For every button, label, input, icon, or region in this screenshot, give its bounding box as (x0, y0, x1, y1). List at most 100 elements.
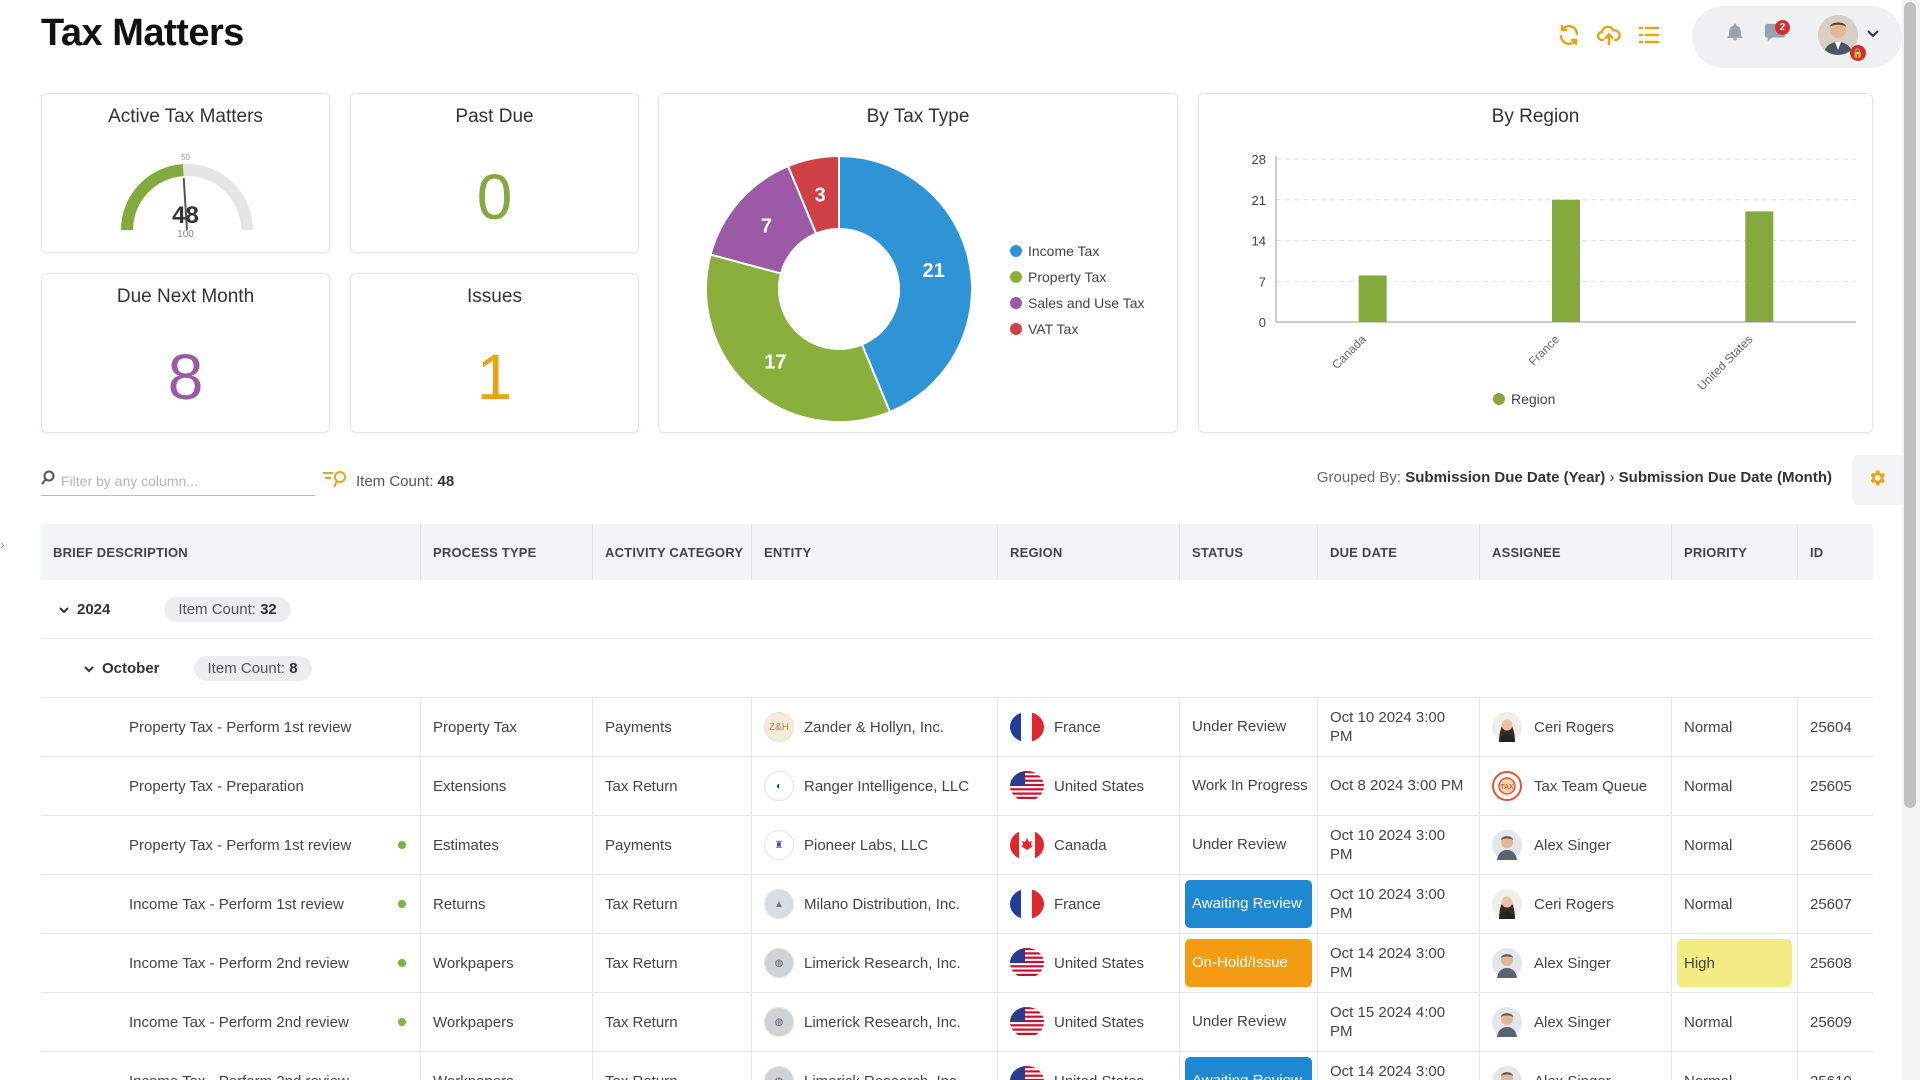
issues-card[interactable]: Issues 1 (350, 273, 639, 433)
cell-entity[interactable]: ◍ Limerick Research, Inc. (752, 993, 998, 1051)
region-name: United States (1054, 777, 1145, 795)
cell-description[interactable]: Income Tax - Perform 2nd review (41, 934, 421, 992)
cell-assignee[interactable]: Ceri Rogers (1480, 875, 1672, 933)
y-tick-label: 14 (1252, 234, 1266, 249)
status-text: Under Review (1192, 718, 1287, 736)
filter-input[interactable] (61, 472, 301, 489)
legend-item[interactable]: Sales and Use Tax (1010, 290, 1144, 316)
bar[interactable] (1552, 199, 1580, 322)
legend-item[interactable]: VAT Tax (1010, 316, 1144, 342)
legend-item[interactable]: Property Tax (1010, 264, 1144, 290)
card-title: Active Tax Matters (108, 106, 263, 127)
description-text: Income Tax - Perform 2nd review (129, 954, 349, 972)
list-icon[interactable] (1636, 22, 1662, 48)
entity-name: Zander & Hollyn, Inc. (804, 718, 945, 736)
avatar (1492, 889, 1522, 919)
cell-process-type: Workpapers (421, 934, 593, 992)
status-dot (398, 959, 406, 967)
cell-priority: Normal (1672, 757, 1798, 815)
cell-description[interactable]: Income Tax - Perform 2nd review (41, 1052, 421, 1080)
chart-title: By Region (1491, 106, 1580, 127)
cell-description[interactable]: Income Tax - Perform 1st review (41, 875, 421, 933)
cell-entity[interactable]: ◍ Limerick Research, Inc. (752, 1052, 998, 1080)
grouped-by-month[interactable]: Submission Due Date (Month) (1618, 469, 1832, 486)
cell-entity[interactable]: ▲ Milano Distribution, Inc. (752, 875, 998, 933)
group-row-month[interactable]: October Item Count: 8 (41, 639, 1873, 698)
avatar[interactable] (1818, 15, 1858, 55)
col-id[interactable]: ID (1810, 544, 1824, 560)
past-due-card[interactable]: Past Due 0 (350, 93, 639, 253)
cell-entity[interactable]: ◐ Ranger Intelligence, LLC (752, 757, 998, 815)
col-process-type[interactable]: PROCESS TYPE (421, 524, 593, 580)
scrollbar-thumb[interactable] (1904, 2, 1916, 808)
cell-description[interactable]: Property Tax - Perform 1st review (41, 698, 421, 756)
cell-status[interactable]: Under Review (1180, 816, 1318, 874)
col-status[interactable]: STATUS (1180, 524, 1318, 580)
cell-id: 25610 (1798, 1052, 1873, 1080)
bar[interactable] (1358, 275, 1387, 322)
cell-assignee[interactable]: Alex Singer (1480, 1052, 1672, 1080)
bell-icon[interactable] (1723, 20, 1747, 44)
cell-status[interactable]: Under Review (1180, 993, 1318, 1051)
donut-slice-income-tax[interactable] (838, 154, 973, 414)
cell-assignee[interactable]: Alex Singer (1480, 934, 1672, 992)
cell-status[interactable]: Under Review (1180, 698, 1318, 756)
cell-status[interactable]: On-Hold/Issue (1180, 934, 1318, 992)
group-count-value: 32 (260, 600, 277, 618)
status-badge[interactable]: Awaiting Review (1185, 880, 1312, 928)
settings-button[interactable] (1852, 455, 1902, 505)
expand-sidebar-icon[interactable]: › (0, 536, 5, 552)
description-text: Property Tax - Preparation (129, 777, 304, 795)
col-entity[interactable]: ENTITY (752, 524, 998, 580)
donut-slice-property-tax[interactable] (705, 253, 892, 423)
col-region[interactable]: REGION (998, 524, 1180, 580)
cell-description[interactable]: Property Tax - Preparation (41, 757, 421, 815)
col-assignee[interactable]: ASSIGNEE (1480, 524, 1672, 580)
chevron-down-icon[interactable] (84, 660, 94, 677)
refresh-icon[interactable] (1556, 22, 1582, 48)
chevron-down-icon[interactable] (59, 601, 69, 618)
cell-assignee[interactable]: Alex Singer (1480, 816, 1672, 874)
by-region-card: By Region 0 7 14 21 28 Canada France United Sta… (1198, 93, 1873, 433)
active-tax-matters-card[interactable]: Active Tax Matters 50 48 100 (41, 93, 330, 253)
cell-description[interactable]: Property Tax - Perform 1st review (41, 816, 421, 874)
legend-swatch (1010, 323, 1022, 335)
cell-entity[interactable]: ◍ Limerick Research, Inc. (752, 934, 998, 992)
col-due-date[interactable]: DUE DATE (1318, 524, 1480, 580)
cell-status[interactable]: Work In Progress (1180, 757, 1318, 815)
cell-entity[interactable]: ♜ Pioneer Labs, LLC (752, 816, 998, 874)
table-row[interactable]: Property Tax - Preparation Extensions Tax … (41, 757, 1873, 816)
cell-assignee[interactable]: TAX Tax Team Queue (1480, 757, 1672, 815)
cell-status[interactable]: Awaiting Review (1180, 875, 1318, 933)
cell-status[interactable]: Awaiting Review (1180, 1052, 1318, 1080)
cell-entity[interactable]: Z&H Zander & Hollyn, Inc. (752, 698, 998, 756)
entity-logo-icon: ◍ (764, 1066, 794, 1080)
bar[interactable] (1745, 211, 1774, 322)
cell-assignee[interactable]: Alex Singer (1480, 993, 1672, 1051)
col-brief-description[interactable]: BRIEF DESCRIPTION (41, 524, 421, 580)
grouped-by-year[interactable]: Submission Due Date (Year) (1405, 469, 1606, 486)
chevron-down-icon[interactable] (1866, 26, 1880, 42)
tax-matters-table: BRIEF DESCRIPTION PROCESS TYPE ACTIVITY … (41, 524, 1873, 1080)
due-next-month-card[interactable]: Due Next Month 8 (41, 273, 330, 433)
table-row[interactable]: Property Tax - Perform 1st review Estimat… (41, 816, 1873, 875)
table-row[interactable]: Income Tax - Perform 2nd review Workpaper… (41, 993, 1873, 1052)
table-row[interactable]: Income Tax - Perform 2nd review Workpaper… (41, 934, 1873, 993)
svg-text:TAX: TAX (1500, 784, 1513, 791)
filter-search-icon[interactable] (322, 469, 348, 493)
col-priority[interactable]: PRIORITY (1672, 524, 1798, 580)
status-badge[interactable]: On-Hold/Issue (1185, 939, 1312, 987)
group-row-year[interactable]: 2024 Item Count: 32 (41, 580, 1873, 639)
cell-assignee[interactable]: Ceri Rogers (1480, 698, 1672, 756)
cell-description[interactable]: Income Tax - Perform 2nd review (41, 993, 421, 1051)
upload-cloud-icon[interactable] (1596, 22, 1622, 48)
table-row[interactable]: Income Tax - Perform 2nd review Workpaper… (41, 1052, 1873, 1080)
table-row[interactable]: Income Tax - Perform 1st review Returns Ta… (41, 875, 1873, 934)
status-badge[interactable]: Awaiting Review (1185, 1057, 1312, 1080)
region-name: United States (1054, 1013, 1145, 1031)
table-row[interactable]: Property Tax - Perform 1st review Propert… (41, 698, 1873, 757)
legend-item[interactable]: Income Tax (1010, 238, 1144, 264)
donut-slice-vat-tax[interactable] (786, 154, 840, 235)
region-name: France (1054, 895, 1101, 913)
col-activity-category[interactable]: ACTIVITY CATEGORY (593, 524, 752, 580)
